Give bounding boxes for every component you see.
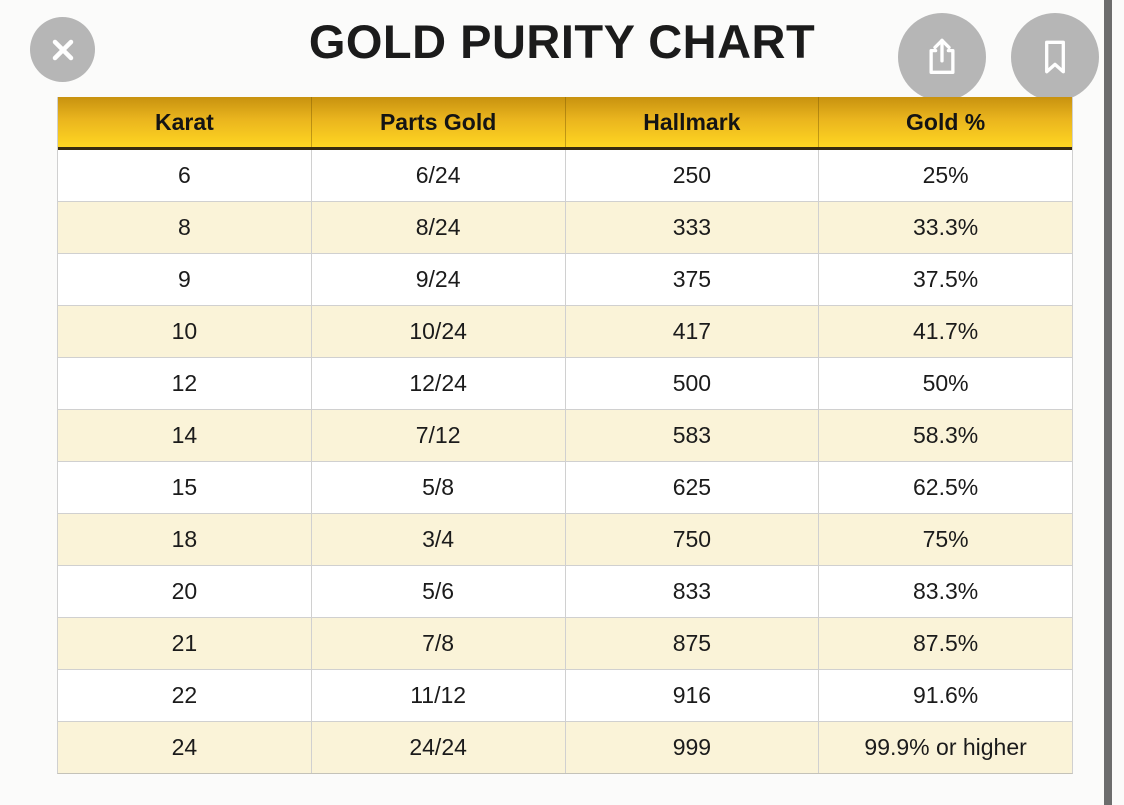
table-row: 14 7/12 583 58.3% [58,409,1072,461]
table-row: 6 6/24 250 25% [58,150,1072,201]
table-cell: 3/4 [312,514,566,565]
page-title: GOLD PURITY CHART [308,15,816,68]
table-row: 18 3/4 750 75% [58,513,1072,565]
table-row: 9 9/24 375 37.5% [58,253,1072,305]
table-body: 6 6/24 250 25% 8 8/24 333 33.3% 9 9/24 375 37.5% 10 1… [58,150,1072,773]
table-cell: 7/8 [312,618,566,669]
table-cell: 7/12 [312,410,566,461]
table-cell: 333 [566,202,820,253]
table-cell: 916 [566,670,820,721]
table-cell: 583 [566,410,820,461]
column-header-hallmark: Hallmark [566,97,820,147]
table-cell: 8/24 [312,202,566,253]
column-header-gold-pct: Gold % [906,108,986,135]
share-icon [919,34,965,80]
table-cell: 417 [566,306,820,357]
table-row: 12 12/24 500 50% [58,357,1072,409]
table-cell: 58.3% [913,422,979,448]
table-cell: 62.5% [913,474,979,500]
column-header-karat: Karat [58,97,312,147]
table-cell: 12 [58,358,312,409]
table-cell: 37.5% [913,266,979,292]
table-cell: 91.6% [913,682,979,708]
table-cell: 75% [922,526,969,552]
table-cell: 8 [58,202,312,253]
scrollbar-thumb[interactable] [1104,0,1112,805]
table-cell: 21 [58,618,312,669]
table-cell: 87.5% [913,630,979,656]
table-cell: 18 [58,514,312,565]
bookmark-button[interactable] [1011,13,1099,101]
table-cell: 375 [566,254,820,305]
bookmark-icon [1032,34,1078,80]
share-button[interactable] [898,13,986,101]
table-cell: 11/12 [312,670,566,721]
column-header-parts-gold: Parts Gold [312,97,566,147]
table-cell: 833 [566,566,820,617]
scrollbar-track [1104,0,1112,805]
table-cell: 500 [566,358,820,409]
table-cell: 22 [58,670,312,721]
table-cell: 24/24 [312,722,566,773]
table-cell: 14 [58,410,312,461]
table-cell: 5/8 [312,462,566,513]
table-cell: 10/24 [312,306,566,357]
table-cell: 9/24 [312,254,566,305]
table-cell: 6/24 [312,150,566,201]
table-cell: 25% [922,162,969,188]
table-cell: 41.7% [913,318,979,344]
table-cell: 15 [58,462,312,513]
table-row: 15 5/8 625 62.5% [58,461,1072,513]
close-icon [46,33,80,67]
table-cell: 625 [566,462,820,513]
table-cell: 83.3% [913,578,979,604]
table-cell: 6 [58,150,312,201]
table-cell: 33.3% [913,214,979,240]
table-row: 10 10/24 417 41.7% [58,305,1072,357]
table-header-row: Karat Parts Gold Hallmark Gold % [58,97,1072,150]
table-row: 20 5/6 833 83.3% [58,565,1072,617]
table-cell: 24 [58,722,312,773]
table-row: 22 11/12 916 91.6% [58,669,1072,721]
gold-purity-table: Karat Parts Gold Hallmark Gold % 6 6/24 25… [57,97,1073,774]
close-button[interactable] [30,17,95,82]
table-cell: 99.9% or higher [864,734,1027,760]
table-cell: 5/6 [312,566,566,617]
table-row: 8 8/24 333 33.3% [58,201,1072,253]
table-cell: 750 [566,514,820,565]
table-cell: 250 [566,150,820,201]
table-cell: 875 [566,618,820,669]
table-cell: 10 [58,306,312,357]
table-cell: 12/24 [312,358,566,409]
table-cell: 50% [922,370,969,396]
table-cell: 999 [566,722,820,773]
table-row: 21 7/8 875 87.5% [58,617,1072,669]
table-row: 24 24/24 999 99.9% or higher [58,721,1072,773]
table-cell: 20 [58,566,312,617]
table-cell: 9 [58,254,312,305]
